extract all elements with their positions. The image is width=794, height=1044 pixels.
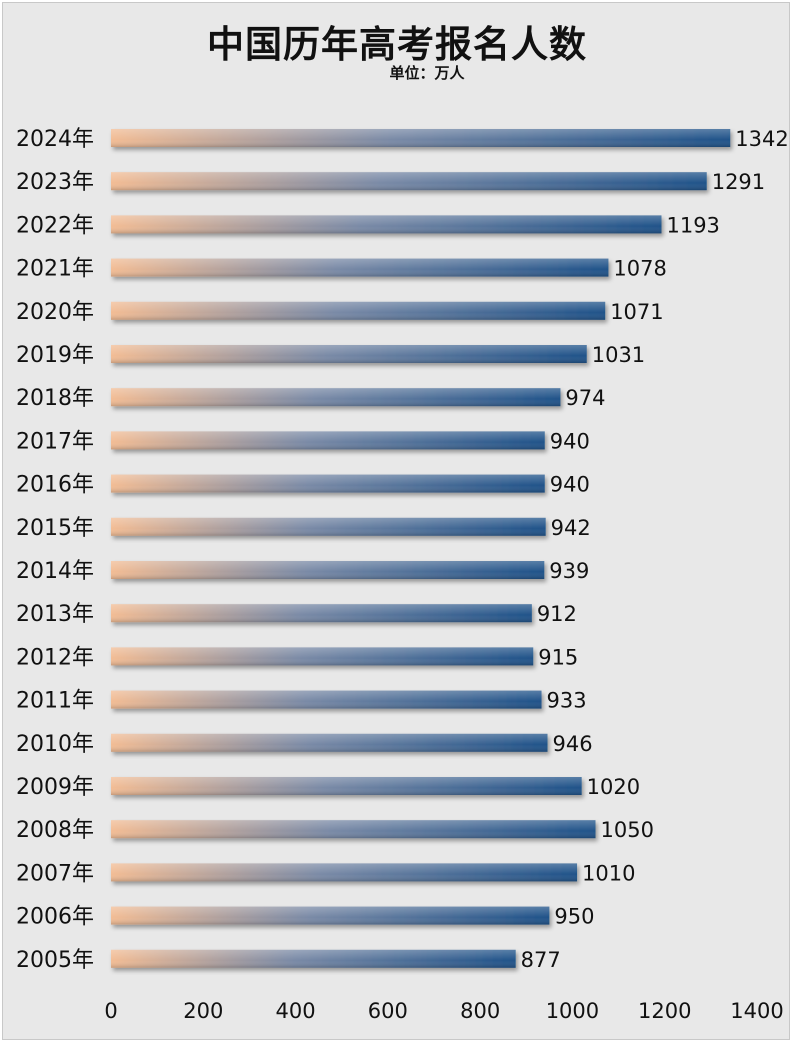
x-tick-label: 600 <box>368 999 408 1023</box>
category-label: 2014年 <box>16 559 94 584</box>
bar-row: 2006年 950 <box>16 905 594 930</box>
x-tick-label: 800 <box>460 999 500 1023</box>
category-label: 2008年 <box>16 818 94 843</box>
category-label: 2010年 <box>16 732 94 757</box>
data-label: 939 <box>549 559 589 583</box>
bar-shading <box>111 647 534 666</box>
bar-row: 2015年 942 <box>16 516 591 541</box>
data-label: 940 <box>550 429 590 453</box>
bar-shading <box>111 474 545 493</box>
data-label: 950 <box>554 905 594 929</box>
bar-row: 2013年 912 <box>16 602 577 627</box>
category-label: 2021年 <box>16 257 94 282</box>
category-label: 2012年 <box>16 645 94 670</box>
bar-shading <box>111 733 548 752</box>
data-label: 933 <box>547 689 587 713</box>
category-label: 2019年 <box>16 343 94 368</box>
bar-row: 2010年 946 <box>16 732 593 757</box>
x-tick-label: 200 <box>183 999 223 1023</box>
bar-row: 2009年 1020 <box>16 775 640 800</box>
data-label: 915 <box>538 645 578 669</box>
category-label: 2016年 <box>16 473 94 498</box>
bar-shading <box>111 431 545 450</box>
bar-row: 2014年 939 <box>16 559 589 584</box>
category-label: 2006年 <box>16 905 94 930</box>
data-label: 1078 <box>613 257 666 281</box>
bar-shading <box>111 258 609 277</box>
x-tick-label: 400 <box>276 999 316 1023</box>
data-label: 912 <box>537 602 577 626</box>
category-label: 2005年 <box>16 948 94 973</box>
bar-row: 2012年 915 <box>16 645 578 670</box>
category-label: 2022年 <box>16 213 94 238</box>
bar-row: 2008年 1050 <box>16 818 654 843</box>
category-label: 2024年 <box>16 127 94 152</box>
bar-row: 2021年 1078 <box>16 257 667 282</box>
bar-row: 2005年 877 <box>16 948 561 973</box>
bar-row: 2020年 1071 <box>16 300 664 325</box>
data-label: 940 <box>550 473 590 497</box>
x-tick-label: 1000 <box>546 999 599 1023</box>
bar-shading <box>111 215 662 234</box>
bar-shading <box>111 517 546 536</box>
bar-shading <box>111 129 731 147</box>
data-label: 1291 <box>712 170 765 194</box>
chart-subtitle: 单位：万人 <box>389 64 465 82</box>
category-label: 2020年 <box>16 300 94 325</box>
chart-title: 中国历年高考报名人数 <box>207 23 587 66</box>
bar-shading <box>111 345 587 363</box>
category-label: 2007年 <box>16 861 94 886</box>
data-label: 877 <box>521 948 561 972</box>
bar-row: 2019年 1031 <box>16 343 645 368</box>
bar-shading <box>111 949 516 968</box>
bar-shading <box>111 172 707 191</box>
category-label: 2011年 <box>16 689 94 714</box>
data-label: 1031 <box>592 343 645 367</box>
data-label: 946 <box>553 732 593 756</box>
data-label: 1050 <box>601 818 654 842</box>
bar-shading <box>111 388 561 407</box>
category-label: 2017年 <box>16 429 94 454</box>
bar-shading <box>111 561 545 579</box>
data-label: 974 <box>565 386 605 410</box>
category-label: 2009年 <box>16 775 94 800</box>
bar-shading <box>111 301 606 320</box>
category-label: 2023年 <box>16 170 94 195</box>
bar-row: 2024年 1342 <box>16 127 789 152</box>
bar-shading <box>111 863 578 882</box>
bar-shading <box>111 604 532 623</box>
category-label: 2015年 <box>16 516 94 541</box>
x-tick-label: 1200 <box>638 999 691 1023</box>
bar-row: 2023年 1291 <box>16 170 765 195</box>
bar-shading <box>111 777 582 795</box>
x-tick-label: 1400 <box>730 999 783 1023</box>
data-label: 1071 <box>610 300 663 324</box>
x-tick-label: 0 <box>104 999 117 1023</box>
category-label: 2013年 <box>16 602 94 627</box>
data-label: 1342 <box>735 127 788 151</box>
bar-row: 2011年 933 <box>16 689 587 714</box>
bar-shading <box>111 820 596 839</box>
data-label: 1193 <box>666 213 719 237</box>
data-label: 1020 <box>587 775 640 799</box>
category-label: 2018年 <box>16 386 94 411</box>
data-label: 942 <box>551 516 591 540</box>
data-label: 1010 <box>582 861 635 885</box>
bar-row: 2017年 940 <box>16 429 590 454</box>
bar-shading <box>111 690 542 709</box>
bar-row: 2022年 1193 <box>16 213 720 238</box>
bar-shading <box>111 906 550 925</box>
bar-row: 2018年 974 <box>16 386 606 411</box>
bar-row: 2016年 940 <box>16 473 590 498</box>
bar-row: 2007年 1010 <box>16 861 635 886</box>
